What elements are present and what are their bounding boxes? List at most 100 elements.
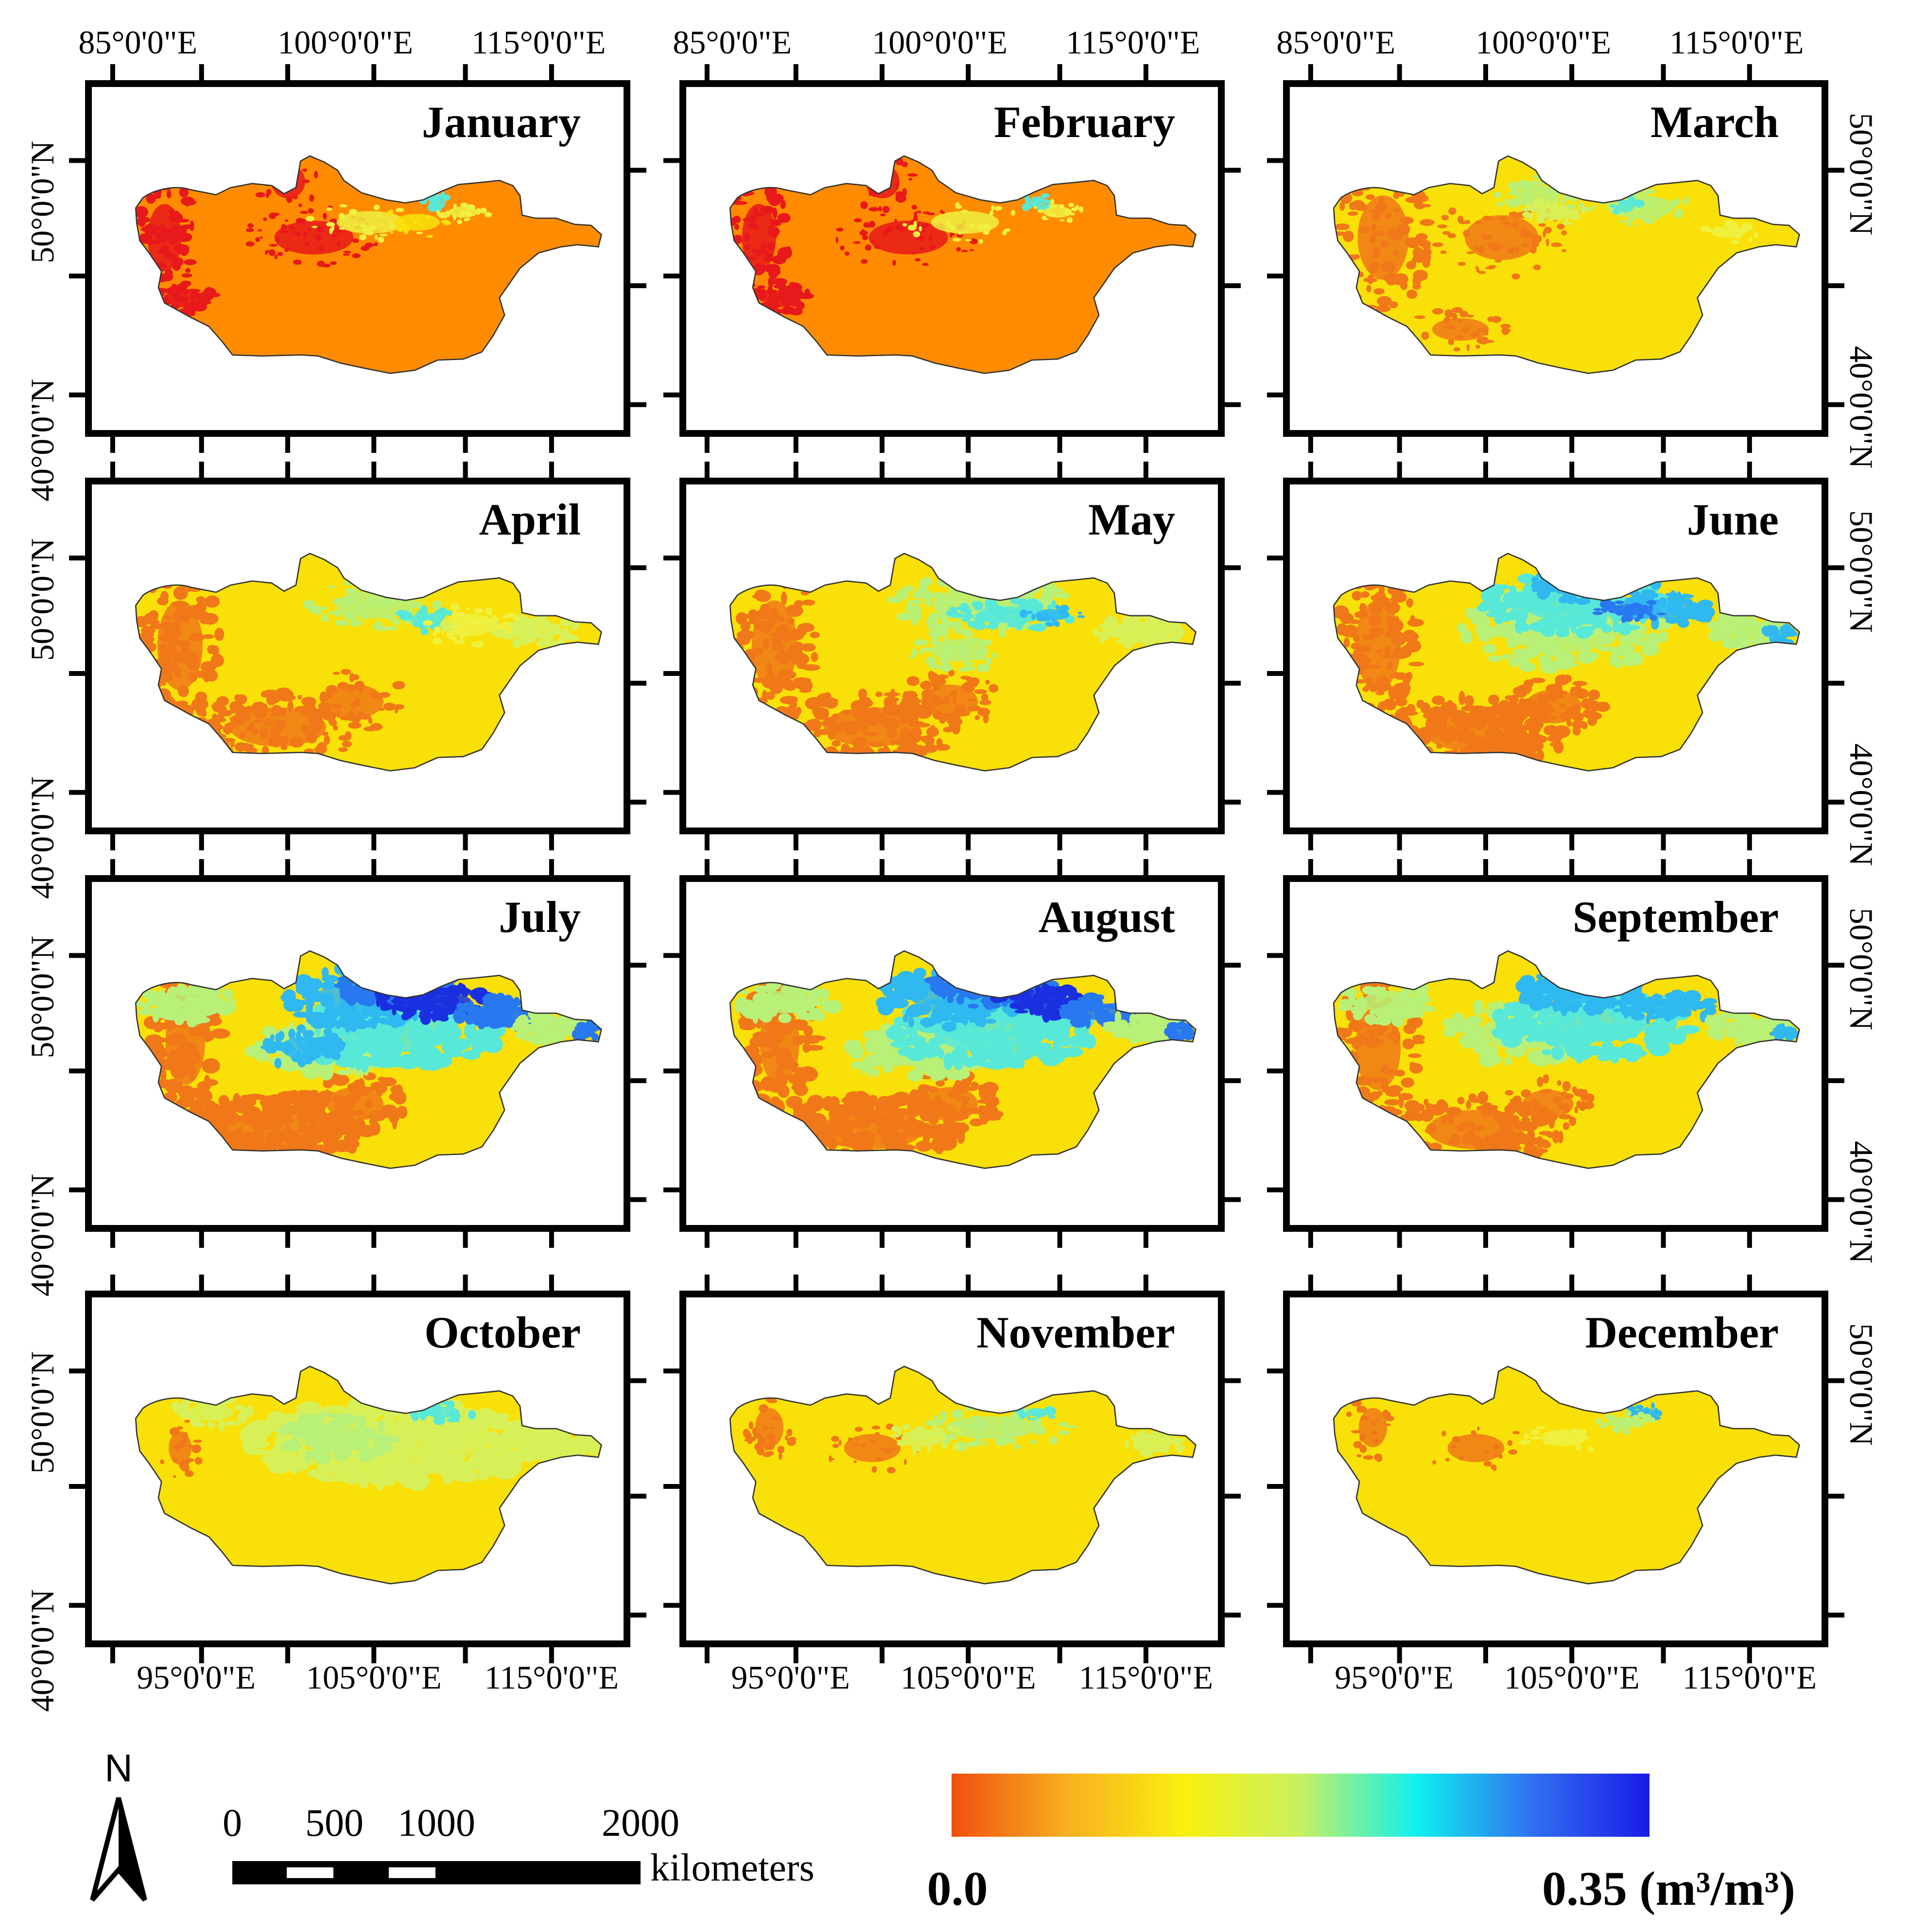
moisture-patch <box>985 657 991 665</box>
moisture-patch <box>734 224 739 230</box>
moisture-patch <box>1521 243 1529 247</box>
moisture-patch <box>369 1117 377 1126</box>
moisture-patch <box>878 206 882 212</box>
moisture-patch <box>811 652 818 662</box>
moisture-patch <box>1440 250 1447 254</box>
moisture-patch <box>520 629 533 637</box>
moisture-patch <box>164 615 174 620</box>
moisture-patch <box>174 1015 185 1025</box>
moisture-patch <box>914 258 921 262</box>
moisture-patch <box>577 1030 583 1036</box>
moisture-patch <box>1637 611 1641 620</box>
moisture-patch <box>875 711 886 723</box>
moisture-patch <box>1175 629 1185 635</box>
moisture-patch <box>1444 309 1454 318</box>
moisture-patch <box>781 984 794 996</box>
moisture-patch <box>767 242 775 251</box>
moisture-patch <box>991 205 995 211</box>
moisture-patch <box>318 702 331 711</box>
moisture-patch <box>902 736 921 743</box>
moisture-patch <box>306 1004 313 1013</box>
moisture-patch <box>885 226 894 233</box>
moisture-patch <box>1463 327 1469 334</box>
moisture-patch <box>1366 285 1371 293</box>
moisture-patch <box>260 236 263 239</box>
moisture-patch <box>368 1028 381 1035</box>
moisture-patch <box>510 1026 521 1031</box>
moisture-patch <box>1043 199 1049 204</box>
moisture-patch <box>854 1116 877 1123</box>
moisture-patch <box>374 242 378 245</box>
moisture-patch <box>810 632 820 638</box>
moisture-patch <box>214 627 225 641</box>
moisture-patch <box>181 273 192 278</box>
moisture-patch <box>1536 619 1551 634</box>
moisture-patch <box>1493 191 1501 198</box>
moisture-patch <box>230 741 235 748</box>
moisture-patch <box>482 617 490 624</box>
moisture-patch <box>561 1034 566 1039</box>
moisture-patch <box>413 219 417 225</box>
moisture-patch <box>1544 635 1559 644</box>
moisture-patch <box>1381 654 1398 659</box>
moisture-patch <box>189 633 205 642</box>
moisture-patch <box>574 1026 580 1031</box>
moisture-patch <box>971 1082 979 1088</box>
moisture-patch <box>1519 715 1527 720</box>
moisture-patch <box>274 254 278 259</box>
moisture-patch <box>1521 623 1530 632</box>
moisture-patch <box>840 709 855 715</box>
moisture-patch <box>442 194 451 201</box>
moisture-patch <box>1646 592 1659 599</box>
moisture-patch <box>939 715 946 724</box>
moisture-patch <box>1077 615 1085 618</box>
moisture-patch <box>1470 736 1486 743</box>
moisture-patch <box>1443 316 1451 325</box>
moisture-patch <box>969 223 976 228</box>
moisture-patch <box>1491 316 1502 323</box>
moisture-patch <box>745 244 750 250</box>
moisture-patch <box>1340 629 1350 634</box>
moisture-patch <box>900 712 909 716</box>
moisture-patch <box>1036 612 1044 621</box>
moisture-patch <box>1051 600 1056 608</box>
moisture-patch <box>265 1045 278 1054</box>
moisture-patch <box>1460 629 1473 644</box>
moisture-patch <box>225 722 240 729</box>
moisture-patch <box>882 1100 891 1108</box>
moisture-patch <box>199 616 211 624</box>
moisture-patch <box>1349 202 1356 210</box>
moisture-patch <box>1476 712 1492 720</box>
moisture-patch <box>1421 331 1429 340</box>
moisture-patch <box>1047 212 1056 217</box>
moisture-patch <box>1501 221 1510 224</box>
moisture-patch <box>416 601 423 606</box>
moisture-patch <box>961 618 970 622</box>
moisture-patch <box>942 1101 948 1115</box>
moisture-patch <box>1557 694 1564 699</box>
moisture-patch <box>1541 186 1548 191</box>
moisture-patch <box>168 208 175 214</box>
moisture-patch <box>1642 604 1649 611</box>
moisture-patch <box>1612 208 1620 215</box>
moisture-patch <box>193 671 210 678</box>
moisture-patch <box>1559 690 1568 695</box>
moisture-patch <box>1045 621 1055 627</box>
month-title: June <box>1687 495 1779 544</box>
moisture-patch <box>420 605 428 614</box>
moisture-patch <box>495 618 499 621</box>
moisture-patch <box>1406 598 1414 608</box>
moisture-patch <box>1119 622 1125 633</box>
month-title: May <box>1088 495 1175 544</box>
moisture-patch <box>1403 684 1411 693</box>
moisture-patch <box>366 598 379 604</box>
moisture-patch <box>1362 686 1370 692</box>
moisture-patch <box>894 218 897 224</box>
moisture-patch <box>752 248 760 254</box>
moisture-patch <box>505 627 512 634</box>
moisture-patch <box>1359 603 1367 613</box>
moisture-patch <box>1343 230 1354 242</box>
moisture-patch <box>777 624 790 635</box>
moisture-patch <box>1535 603 1544 610</box>
moisture-patch <box>326 1050 340 1058</box>
